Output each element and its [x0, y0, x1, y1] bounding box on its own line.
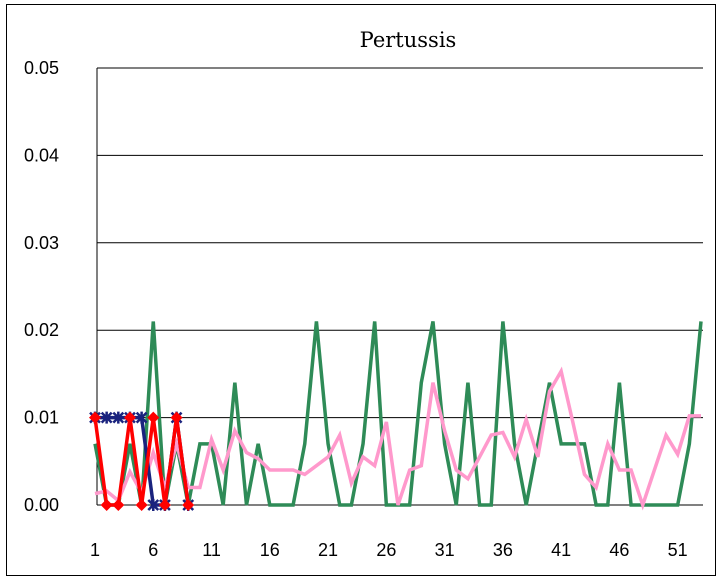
series-lines: [89, 321, 703, 511]
data-point: [89, 411, 101, 424]
data-point: [135, 411, 148, 424]
data-point: [147, 499, 160, 511]
x-tick-label: 41: [551, 540, 571, 560]
y-tick-label: 0.03: [24, 233, 59, 253]
y-tick-labels: 0.00 0.01 0.02 0.03 0.04 0.05: [24, 58, 59, 515]
x-tick-labels: 1 6 11 16 21 26 31 36 41 46 51: [90, 540, 688, 560]
data-point: [100, 411, 113, 424]
x-tick-label: 11: [202, 540, 221, 560]
y-tick-label: 0.04: [24, 145, 59, 165]
data-point: [147, 411, 160, 424]
data-point: [135, 499, 148, 511]
data-point: [100, 499, 113, 511]
data-point: [123, 411, 136, 424]
x-tick-label: 6: [148, 540, 158, 560]
x-tick-label: 51: [668, 540, 688, 560]
x-tick-label: 31: [435, 540, 455, 560]
series-4: [89, 411, 195, 511]
data-point: [182, 499, 195, 511]
x-tick-label: 36: [493, 540, 513, 560]
x-tick-label: 21: [318, 540, 338, 560]
x-tick-label: 46: [609, 540, 629, 560]
data-point: [158, 499, 171, 511]
gridlines: [96, 67, 703, 506]
x-tick-label: 26: [376, 540, 396, 560]
y-tick-label: 0.05: [24, 58, 59, 78]
data-point: [112, 411, 125, 424]
series-2: [94, 366, 701, 511]
y-tick-label: 0.02: [24, 320, 59, 340]
x-tick-label: 16: [260, 540, 280, 560]
chart-title: Pertussis: [360, 28, 457, 52]
data-point: [170, 411, 183, 424]
series-line: [94, 366, 701, 511]
data-point: [112, 499, 125, 511]
y-tick-label: 0.00: [24, 495, 59, 515]
x-tick-label: 1: [90, 540, 100, 560]
y-tick-label: 0.01: [24, 408, 59, 428]
